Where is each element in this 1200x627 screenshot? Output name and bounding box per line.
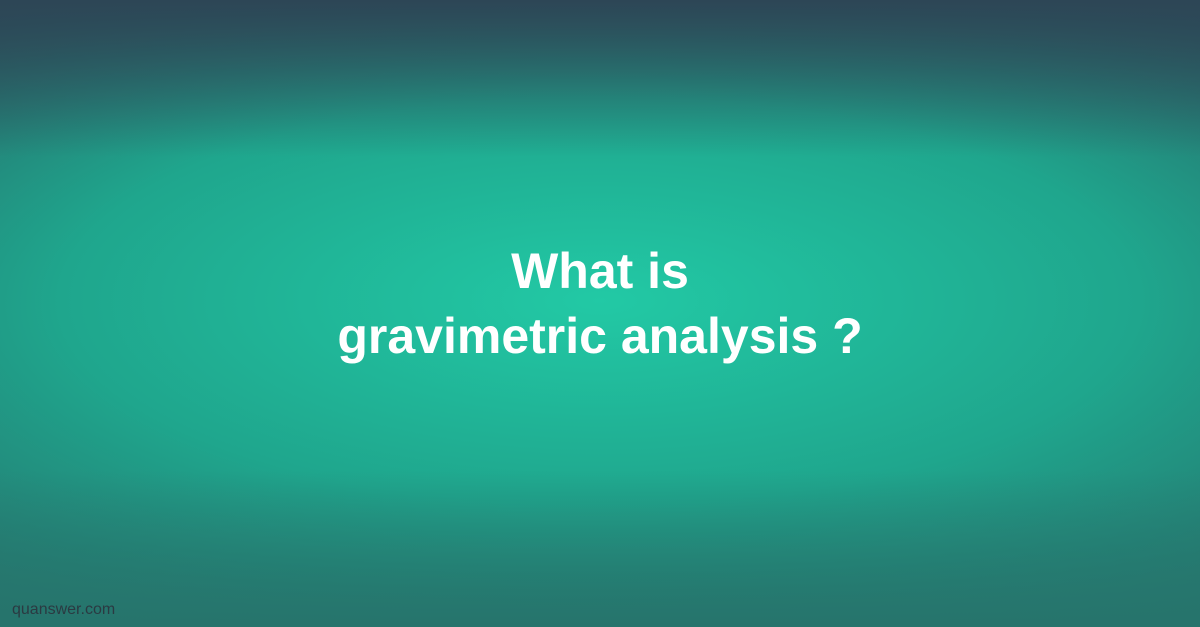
question-card: What is gravimetric analysis ? quanswer.… xyxy=(0,0,1200,627)
question-line-1: What is xyxy=(337,239,862,304)
question-line-2: gravimetric analysis ? xyxy=(337,304,862,369)
question-text: What is gravimetric analysis ? xyxy=(337,239,862,369)
watermark: quanswer.com xyxy=(12,601,115,619)
